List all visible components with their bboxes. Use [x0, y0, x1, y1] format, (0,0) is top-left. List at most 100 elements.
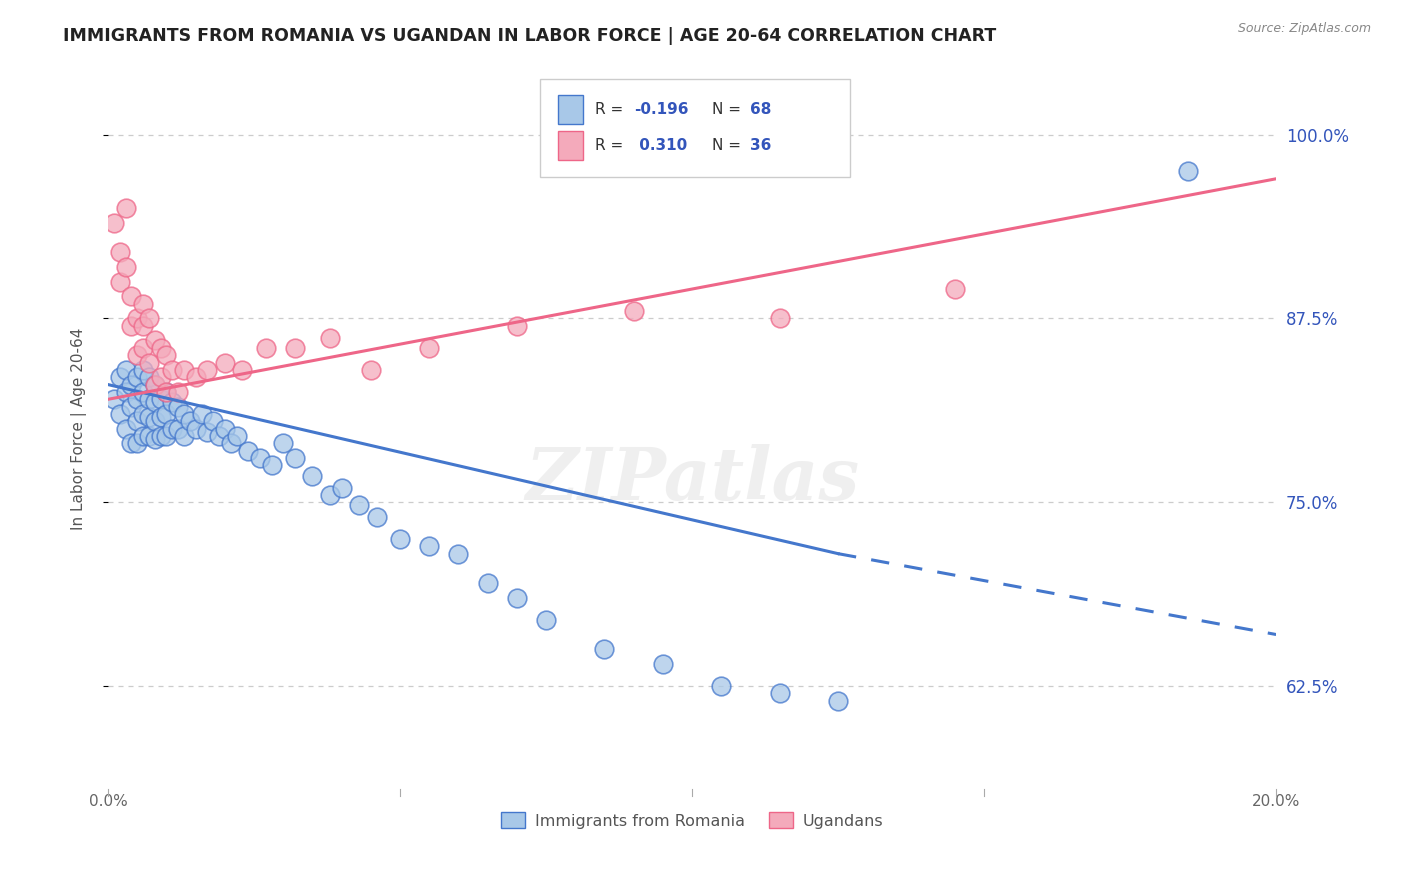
- Point: [114, 384, 136, 399]
- Point: [418, 539, 440, 553]
- Point: [127, 311, 149, 326]
- Point: [167, 422, 190, 436]
- Point: [138, 355, 160, 369]
- Point: [120, 318, 142, 333]
- Point: [214, 422, 236, 436]
- Point: [132, 407, 155, 421]
- Point: [319, 488, 342, 502]
- Point: [249, 451, 271, 466]
- Point: [127, 414, 149, 428]
- Point: [167, 400, 190, 414]
- Y-axis label: In Labor Force | Age 20-64: In Labor Force | Age 20-64: [72, 327, 87, 530]
- Point: [506, 318, 529, 333]
- Point: [114, 422, 136, 436]
- Point: [360, 363, 382, 377]
- Bar: [558, 131, 583, 160]
- Point: [155, 384, 177, 399]
- Point: [173, 363, 195, 377]
- Text: 36: 36: [751, 138, 772, 153]
- Point: [108, 407, 131, 421]
- Point: [120, 377, 142, 392]
- Point: [366, 509, 388, 524]
- Point: [162, 395, 184, 409]
- Point: [173, 407, 195, 421]
- Text: N =: N =: [711, 102, 745, 117]
- Point: [132, 341, 155, 355]
- Text: IMMIGRANTS FROM ROMANIA VS UGANDAN IN LABOR FORCE | AGE 20-64 CORRELATION CHART: IMMIGRANTS FROM ROMANIA VS UGANDAN IN LA…: [63, 27, 997, 45]
- Point: [120, 289, 142, 303]
- Point: [389, 532, 412, 546]
- Point: [1177, 164, 1199, 178]
- Point: [260, 458, 283, 473]
- Point: [149, 409, 172, 424]
- Point: [138, 311, 160, 326]
- Point: [149, 370, 172, 384]
- Point: [138, 429, 160, 443]
- Point: [108, 245, 131, 260]
- Point: [132, 429, 155, 443]
- Point: [143, 377, 166, 392]
- Point: [108, 370, 131, 384]
- Text: 0.310: 0.310: [634, 138, 688, 153]
- Point: [943, 282, 966, 296]
- Point: [103, 392, 125, 407]
- Point: [190, 407, 212, 421]
- Point: [138, 392, 160, 407]
- Point: [114, 363, 136, 377]
- Point: [284, 341, 307, 355]
- Point: [214, 355, 236, 369]
- Point: [143, 414, 166, 428]
- Point: [167, 384, 190, 399]
- Point: [710, 679, 733, 693]
- Text: 68: 68: [751, 102, 772, 117]
- Point: [149, 392, 172, 407]
- Point: [143, 334, 166, 348]
- Point: [143, 377, 166, 392]
- Text: R =: R =: [595, 102, 628, 117]
- Point: [347, 498, 370, 512]
- Point: [447, 547, 470, 561]
- Point: [319, 330, 342, 344]
- Point: [623, 304, 645, 318]
- Text: Source: ZipAtlas.com: Source: ZipAtlas.com: [1237, 22, 1371, 36]
- Point: [127, 436, 149, 450]
- Point: [225, 429, 247, 443]
- Text: ZIPatlas: ZIPatlas: [524, 443, 859, 515]
- Point: [132, 384, 155, 399]
- Point: [120, 400, 142, 414]
- Bar: [558, 95, 583, 124]
- Point: [120, 436, 142, 450]
- Point: [418, 341, 440, 355]
- Point: [651, 657, 673, 671]
- Point: [127, 348, 149, 362]
- Point: [103, 216, 125, 230]
- Point: [195, 425, 218, 439]
- Point: [184, 422, 207, 436]
- Legend: Immigrants from Romania, Ugandans: Immigrants from Romania, Ugandans: [495, 805, 890, 835]
- Point: [127, 370, 149, 384]
- Point: [238, 443, 260, 458]
- Point: [271, 436, 294, 450]
- Point: [301, 468, 323, 483]
- Point: [506, 591, 529, 605]
- Point: [827, 694, 849, 708]
- Point: [155, 407, 177, 421]
- FancyBboxPatch shape: [540, 79, 849, 177]
- Point: [769, 311, 792, 326]
- Point: [184, 370, 207, 384]
- Point: [254, 341, 277, 355]
- Point: [149, 341, 172, 355]
- Point: [149, 429, 172, 443]
- Point: [127, 392, 149, 407]
- Text: -0.196: -0.196: [634, 102, 688, 117]
- Point: [108, 275, 131, 289]
- Point: [138, 370, 160, 384]
- Point: [132, 318, 155, 333]
- Point: [155, 384, 177, 399]
- Point: [769, 686, 792, 700]
- Point: [284, 451, 307, 466]
- Point: [593, 642, 616, 657]
- Point: [114, 201, 136, 215]
- Point: [143, 432, 166, 446]
- Point: [162, 422, 184, 436]
